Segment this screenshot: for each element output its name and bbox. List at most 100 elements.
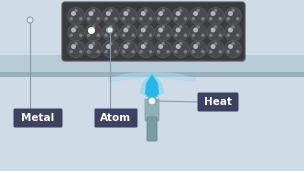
Circle shape bbox=[92, 9, 95, 12]
FancyBboxPatch shape bbox=[145, 99, 159, 121]
Circle shape bbox=[174, 34, 178, 37]
Circle shape bbox=[144, 42, 147, 45]
Circle shape bbox=[67, 41, 85, 57]
Circle shape bbox=[85, 8, 102, 24]
Circle shape bbox=[196, 42, 200, 45]
Circle shape bbox=[211, 11, 216, 16]
Circle shape bbox=[179, 25, 182, 29]
Circle shape bbox=[123, 28, 128, 32]
Circle shape bbox=[120, 41, 137, 57]
Polygon shape bbox=[152, 77, 196, 82]
Circle shape bbox=[114, 34, 117, 37]
Circle shape bbox=[87, 17, 91, 21]
Circle shape bbox=[71, 28, 76, 32]
Circle shape bbox=[192, 34, 195, 37]
Circle shape bbox=[184, 17, 187, 21]
Circle shape bbox=[174, 17, 178, 21]
Circle shape bbox=[211, 44, 216, 49]
Circle shape bbox=[71, 44, 76, 49]
Circle shape bbox=[193, 44, 198, 49]
Circle shape bbox=[67, 8, 85, 24]
Circle shape bbox=[88, 44, 93, 49]
Circle shape bbox=[85, 24, 102, 41]
Circle shape bbox=[193, 11, 198, 16]
Circle shape bbox=[149, 50, 152, 54]
Circle shape bbox=[88, 28, 93, 32]
Circle shape bbox=[196, 25, 200, 29]
Circle shape bbox=[226, 50, 230, 54]
Circle shape bbox=[219, 34, 222, 37]
Circle shape bbox=[226, 17, 230, 21]
Circle shape bbox=[141, 44, 146, 49]
Circle shape bbox=[79, 50, 83, 54]
Circle shape bbox=[231, 9, 235, 12]
Circle shape bbox=[137, 24, 154, 41]
Circle shape bbox=[193, 28, 198, 32]
Circle shape bbox=[104, 17, 108, 21]
Circle shape bbox=[192, 50, 195, 54]
FancyBboxPatch shape bbox=[95, 109, 137, 128]
Circle shape bbox=[179, 9, 182, 12]
Circle shape bbox=[209, 17, 212, 21]
Circle shape bbox=[102, 24, 119, 41]
Circle shape bbox=[107, 27, 113, 33]
FancyBboxPatch shape bbox=[13, 109, 63, 128]
Circle shape bbox=[96, 17, 100, 21]
Circle shape bbox=[141, 28, 146, 32]
Circle shape bbox=[71, 11, 76, 16]
Text: Metal: Metal bbox=[21, 113, 55, 123]
Circle shape bbox=[92, 42, 95, 45]
Circle shape bbox=[166, 34, 170, 37]
Circle shape bbox=[231, 42, 235, 45]
FancyBboxPatch shape bbox=[198, 93, 239, 111]
Polygon shape bbox=[108, 72, 196, 82]
Circle shape bbox=[158, 28, 163, 32]
Circle shape bbox=[190, 8, 207, 24]
Circle shape bbox=[74, 9, 78, 12]
Circle shape bbox=[122, 50, 125, 54]
Circle shape bbox=[67, 24, 85, 41]
Circle shape bbox=[88, 11, 93, 16]
Circle shape bbox=[176, 11, 181, 16]
Circle shape bbox=[236, 17, 240, 21]
Circle shape bbox=[214, 42, 217, 45]
Circle shape bbox=[190, 41, 207, 57]
Circle shape bbox=[109, 9, 113, 12]
Circle shape bbox=[137, 8, 154, 24]
Circle shape bbox=[214, 25, 217, 29]
Circle shape bbox=[201, 34, 205, 37]
Circle shape bbox=[155, 41, 172, 57]
Circle shape bbox=[131, 34, 135, 37]
Polygon shape bbox=[140, 72, 164, 101]
Circle shape bbox=[236, 34, 240, 37]
Circle shape bbox=[228, 11, 233, 16]
Circle shape bbox=[69, 50, 73, 54]
Circle shape bbox=[92, 25, 95, 29]
Circle shape bbox=[155, 8, 172, 24]
Circle shape bbox=[214, 9, 217, 12]
Circle shape bbox=[157, 34, 160, 37]
Circle shape bbox=[201, 50, 205, 54]
Circle shape bbox=[102, 8, 119, 24]
Circle shape bbox=[120, 24, 137, 41]
Circle shape bbox=[209, 34, 212, 37]
Bar bbox=[0, 72, 304, 77]
Circle shape bbox=[126, 42, 130, 45]
Circle shape bbox=[139, 34, 143, 37]
Circle shape bbox=[122, 34, 125, 37]
Circle shape bbox=[158, 11, 163, 16]
Circle shape bbox=[109, 42, 113, 45]
Circle shape bbox=[79, 17, 83, 21]
Polygon shape bbox=[108, 77, 152, 82]
Circle shape bbox=[139, 17, 143, 21]
Circle shape bbox=[224, 41, 241, 57]
Circle shape bbox=[148, 97, 156, 105]
Circle shape bbox=[201, 17, 205, 21]
Circle shape bbox=[157, 17, 160, 21]
Circle shape bbox=[184, 34, 187, 37]
Circle shape bbox=[219, 17, 222, 21]
Circle shape bbox=[158, 44, 163, 49]
Circle shape bbox=[231, 25, 235, 29]
Circle shape bbox=[157, 50, 160, 54]
Circle shape bbox=[131, 17, 135, 21]
